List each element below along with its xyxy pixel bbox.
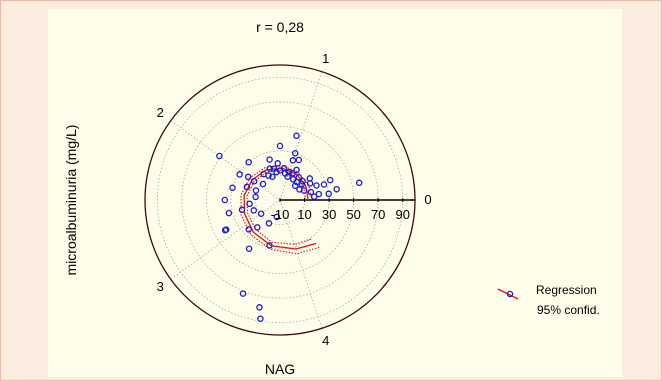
angular-tick-label: 1 xyxy=(322,51,329,66)
data-point xyxy=(269,173,276,180)
data-point xyxy=(306,175,314,182)
angular-tick-label: 2 xyxy=(157,105,164,120)
data-point xyxy=(307,188,315,196)
angular-grid-line xyxy=(279,199,323,329)
y-axis-label: microalbuminuria (mg/L) xyxy=(63,125,79,276)
legend-regression-marker xyxy=(506,290,514,298)
data-point xyxy=(254,224,261,231)
angular-tick-label: 0 xyxy=(424,192,431,207)
angular-grid-line xyxy=(170,120,281,201)
data-point xyxy=(355,179,363,187)
data-point xyxy=(260,170,267,178)
data-point xyxy=(280,165,288,172)
data-point xyxy=(325,190,332,198)
data-point xyxy=(243,183,251,191)
data-point xyxy=(259,180,267,188)
regression-curve-layer xyxy=(243,167,317,250)
angular-tick-label: 3 xyxy=(157,279,164,294)
data-point xyxy=(250,207,258,214)
data-point xyxy=(295,156,303,164)
angular-tick-label: 4 xyxy=(322,333,329,348)
axis-layer xyxy=(144,64,416,336)
radial-tick-label: 70 xyxy=(371,207,385,222)
data-point xyxy=(229,184,236,192)
data-point xyxy=(238,206,246,214)
data-point xyxy=(293,166,300,174)
data-point xyxy=(225,209,233,217)
plot-panel xyxy=(48,9,622,377)
data-point xyxy=(266,156,273,163)
data-point xyxy=(216,152,223,160)
data-point xyxy=(221,226,229,234)
data-point xyxy=(289,157,297,164)
data-point xyxy=(236,171,243,178)
data-point xyxy=(245,158,252,166)
data-point xyxy=(266,165,274,172)
angular-grid-line xyxy=(279,71,323,201)
data-point xyxy=(320,181,328,188)
angular-grid-line xyxy=(170,199,281,280)
legend: Regression 95% confid. xyxy=(497,283,600,317)
data-point xyxy=(256,304,263,311)
data-point xyxy=(291,182,299,189)
data-point xyxy=(295,174,303,181)
data-point xyxy=(244,173,252,181)
radial-tick-label: 90 xyxy=(395,207,409,222)
data-point xyxy=(326,176,334,184)
radial-tick-label: -10 xyxy=(271,207,290,222)
regression-curve xyxy=(243,167,317,250)
data-point xyxy=(252,187,260,194)
data-point xyxy=(273,213,281,221)
data-point xyxy=(293,132,300,140)
data-point xyxy=(257,315,264,322)
data-point xyxy=(257,210,265,217)
data-point xyxy=(289,176,297,183)
radial-tick-label: 10 xyxy=(297,207,311,222)
chart-title: r = 0,28 xyxy=(256,19,304,35)
confidence-band-upper xyxy=(240,165,320,255)
data-point xyxy=(276,142,284,150)
data-point xyxy=(289,170,296,177)
data-point xyxy=(300,187,308,194)
data-point xyxy=(266,242,273,249)
data-point xyxy=(313,182,320,189)
data-point xyxy=(245,226,252,233)
data-point xyxy=(250,177,258,185)
data-point xyxy=(239,290,247,297)
tick-labels-layer: -10 10 30 50 70 90 0 1 2 3 4 xyxy=(157,51,432,348)
data-point xyxy=(221,196,229,204)
data-point xyxy=(310,193,318,200)
data-point xyxy=(291,150,299,157)
data-point xyxy=(299,177,306,185)
radial-tick-label: 50 xyxy=(346,207,360,222)
data-points-layer xyxy=(216,132,363,322)
legend-entry-confidence: 95% confid. xyxy=(537,303,600,317)
data-point xyxy=(246,200,253,208)
data-point xyxy=(333,185,340,193)
data-point xyxy=(274,160,281,167)
data-point xyxy=(265,220,273,227)
data-point xyxy=(245,245,253,252)
x-axis-label: NAG xyxy=(265,361,295,377)
data-point xyxy=(270,165,278,172)
data-point xyxy=(252,193,259,201)
radial-tick-label: 30 xyxy=(322,207,336,222)
legend-entry-regression: Regression xyxy=(536,283,597,297)
